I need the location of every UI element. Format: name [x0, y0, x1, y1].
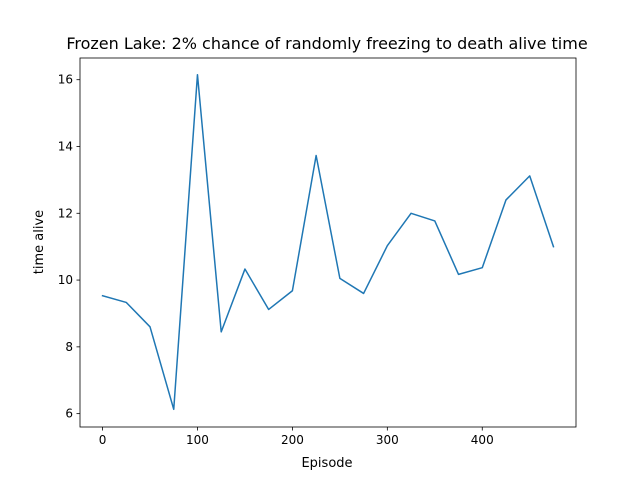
series-line-0: [101, 73, 555, 411]
y-tick-label: 14: [58, 139, 73, 153]
y-axis-ticks: 6 8 10 12 14 16: [58, 73, 80, 421]
x-tick-label: 100: [186, 433, 209, 447]
x-tick-label: 400: [471, 433, 494, 447]
x-axis-label: Episode: [301, 456, 352, 471]
plot-area: [79, 57, 577, 428]
x-tick-label: 300: [376, 433, 399, 447]
y-tick-label: 10: [58, 273, 73, 287]
x-tick-label: 200: [281, 433, 304, 447]
x-tick-label: 0: [99, 433, 107, 447]
y-axis-label: time alive: [32, 210, 47, 274]
y-tick-label: 6: [65, 407, 73, 421]
chart-title: Frozen Lake: 2% chance of randomly freez…: [66, 34, 587, 53]
axes-frame: [79, 57, 577, 428]
y-tick-label: 8: [65, 340, 73, 354]
y-tick-label: 12: [58, 206, 73, 220]
y-tick-label: 16: [58, 73, 73, 87]
x-axis-ticks: 0 100 200 300 400: [99, 427, 494, 447]
